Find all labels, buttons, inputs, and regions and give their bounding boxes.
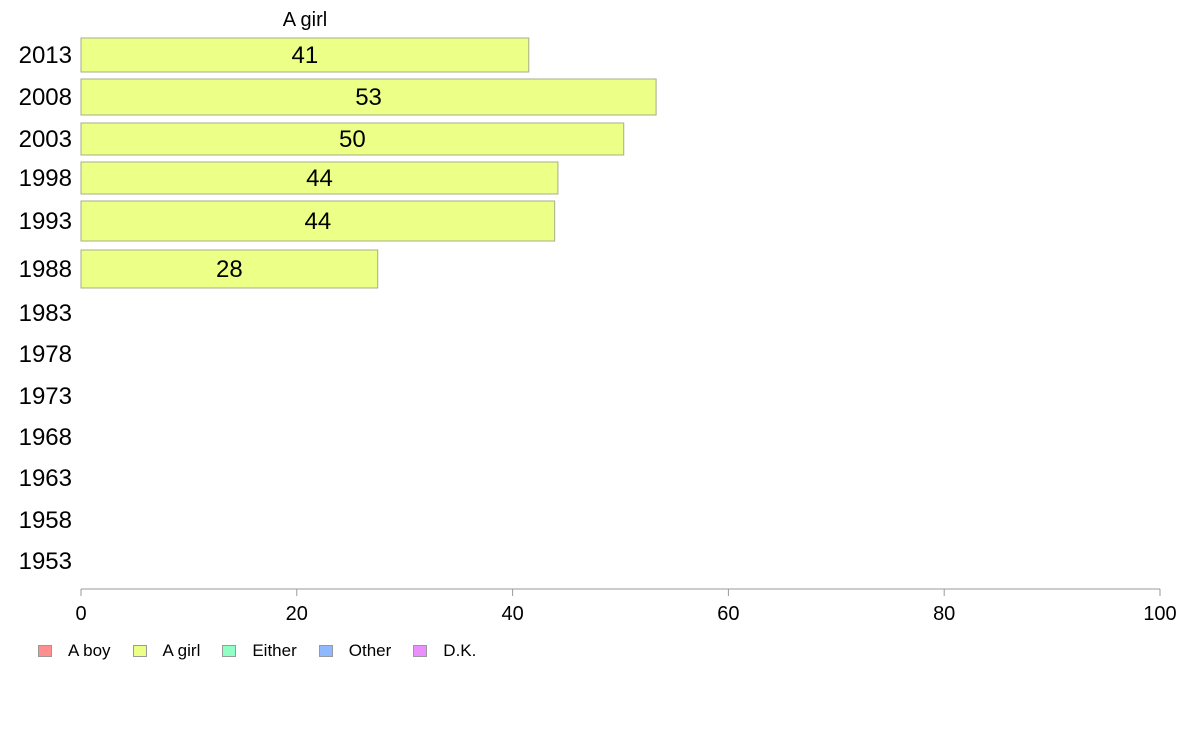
- bar-1998: [80, 161, 559, 195]
- legend-item-a-boy: A boy: [38, 641, 111, 661]
- legend-item-a-girl: A girl: [132, 641, 201, 661]
- legend-label: D.K.: [443, 641, 477, 660]
- legend-item-either: Either: [222, 641, 297, 661]
- category-label-2013: 2013: [19, 42, 72, 69]
- x-tick-label-100: 100: [1143, 603, 1176, 625]
- legend-item-other: Other: [318, 641, 392, 661]
- category-label-1973: 1973: [19, 383, 72, 410]
- x-axis-ticks: 0 20 40 60 80 100: [75, 589, 1177, 625]
- category-label-2003: 2003: [19, 126, 72, 153]
- legend-swatch: [132, 645, 147, 657]
- bar-1988: [80, 249, 379, 289]
- category-label-1983: 1983: [19, 300, 72, 327]
- legend-label: Either: [252, 641, 297, 660]
- legend-label: A girl: [162, 641, 201, 660]
- category-label-1953: 1953: [19, 548, 72, 575]
- legend-swatch: [222, 645, 237, 657]
- bar-value-label-2008: 53: [355, 84, 382, 111]
- legend-swatch: [413, 645, 428, 657]
- category-label-1998: 1998: [19, 165, 72, 192]
- x-tick-label-40: 40: [501, 603, 523, 625]
- bar-2013: [80, 37, 530, 73]
- bar-value-label-1998: 44: [306, 165, 333, 192]
- x-tick-label-20: 20: [286, 603, 308, 625]
- legend: A boy A girl Either Other D.K.: [38, 641, 498, 661]
- series-title: A girl: [283, 9, 327, 31]
- bar-value-label-1993: 44: [304, 208, 331, 235]
- category-label-2008: 2008: [19, 84, 72, 111]
- legend-label: A boy: [68, 641, 111, 660]
- category-label-1988: 1988: [19, 256, 72, 283]
- x-tick-label-60: 60: [717, 603, 739, 625]
- legend-swatch: [38, 645, 52, 657]
- category-labels: 2013 2008 2003 1998 1993 1988 1983 1978 1973 1968…: [19, 42, 72, 575]
- bars: [80, 37, 657, 289]
- category-label-1978: 1978: [19, 341, 72, 368]
- bar-value-label-2013: 41: [292, 42, 319, 69]
- category-label-1963: 1963: [19, 465, 72, 492]
- bar-value-label-2003: 50: [339, 126, 366, 153]
- legend-label: Other: [348, 641, 392, 660]
- bar-2008: [80, 78, 657, 116]
- legend-item-d-k: D.K.: [413, 641, 476, 661]
- category-label-1958: 1958: [19, 507, 72, 534]
- bar-value-label-1988: 28: [216, 256, 243, 283]
- bar-2003: [80, 122, 625, 156]
- category-label-1968: 1968: [19, 424, 72, 451]
- legend-swatch: [318, 645, 333, 657]
- category-label-1993: 1993: [19, 208, 72, 235]
- bar-chart: A girl 2013 2008 2003 1998 1993 1988 1983 1978 1…: [19, 9, 1177, 625]
- x-tick-label-0: 0: [75, 603, 86, 625]
- bar-1993: [80, 200, 556, 242]
- x-tick-label-80: 80: [933, 603, 955, 625]
